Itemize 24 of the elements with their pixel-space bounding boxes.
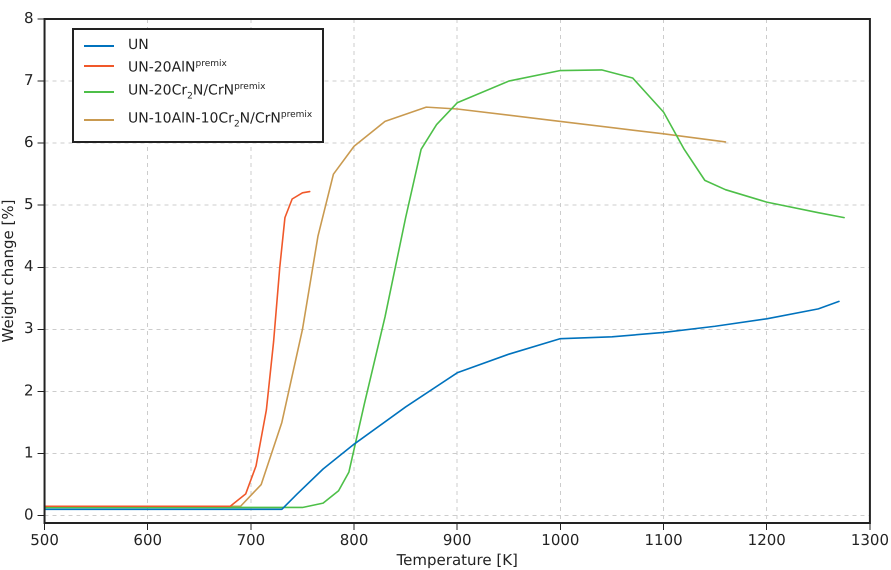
y-tick-label: 8 (24, 8, 34, 27)
x-tick-label: 700 (236, 530, 266, 549)
x-tick-label: 1300 (850, 530, 890, 549)
y-axis-title: Weight change [%] (0, 200, 17, 342)
legend-label: UN (128, 36, 149, 55)
x-tick-label: 1200 (748, 530, 786, 549)
x-tick-label: 600 (133, 530, 162, 549)
x-tick-label: 500 (30, 530, 59, 549)
y-tick-label: 4 (24, 257, 34, 276)
legend-label: UN-20AlN$^{premix}$ (128, 58, 227, 78)
y-tick-label: 2 (24, 381, 34, 400)
y-tick-label: 0 (24, 505, 34, 524)
y-tick-label: 3 (24, 319, 34, 338)
y-tick-label: 7 (24, 70, 34, 89)
legend-label: UN-10AlN-10Cr$_{2}$N/CrN$^{premix}$ (128, 109, 312, 132)
x-tick-label: 900 (442, 530, 472, 549)
legend-label: UN-20Cr$_{2}$N/CrN$^{premix}$ (128, 80, 266, 104)
x-tick-label: 800 (340, 530, 368, 549)
x-axis-title: Temperature [K] (396, 550, 518, 569)
x-tick-label: 1100 (644, 530, 683, 549)
x-tick-label: 1000 (541, 530, 580, 549)
y-tick-label: 6 (24, 133, 34, 152)
y-tick-label: 5 (24, 195, 34, 214)
y-tick-label: 1 (24, 443, 34, 462)
